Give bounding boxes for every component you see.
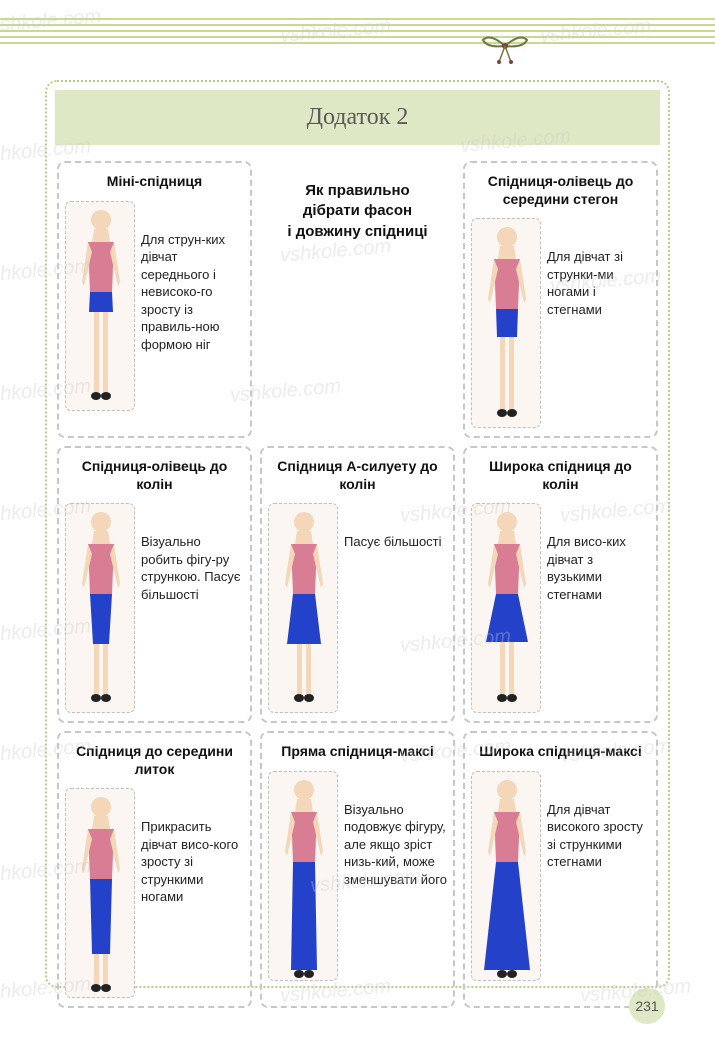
card-title: Широка спідниця-максі bbox=[471, 743, 650, 761]
figure-illustration bbox=[65, 503, 135, 713]
figure-illustration bbox=[268, 771, 338, 981]
figure-illustration bbox=[65, 788, 135, 998]
card-title: Широка спідниця до колін bbox=[471, 458, 650, 493]
card-title: Пряма спідниця-максі bbox=[268, 743, 447, 761]
skirt-card: Спідниця-олівець до колін Візуально роби… bbox=[57, 446, 252, 723]
card-body: Прикрасить дівчат висо-кого зросту зі ст… bbox=[65, 788, 244, 998]
card-body: Для дівчат зі струнки-ми ногами і стегна… bbox=[471, 218, 650, 428]
skirt-card: Широка спідниця-максі Для дівчат високог… bbox=[463, 731, 658, 1008]
card-description: Для дівчат високого зросту зі стрункими … bbox=[547, 771, 650, 871]
subtitle-text: Як правильнодібрати фасоні довжину спідн… bbox=[287, 181, 427, 242]
page-title: Додаток 2 bbox=[55, 90, 660, 145]
page-number: 231 bbox=[629, 988, 665, 1024]
card-body: Візуально подовжує фігуру, але якщо зріс… bbox=[268, 771, 447, 981]
page-frame: Додаток 2 Міні-спідниця Для струн-ких ді… bbox=[45, 80, 670, 988]
skirt-card: Спідниця А-силуету до колін Пасує більшо… bbox=[260, 446, 455, 723]
card-title: Спідниця-олівець до середини стегон bbox=[471, 173, 650, 208]
card-body: Пасує більшості bbox=[268, 503, 447, 713]
card-description: Візуально подовжує фігуру, але якщо зріс… bbox=[344, 771, 447, 889]
header-stripes bbox=[0, 18, 715, 48]
grid-subtitle: Як правильнодібрати фасоні довжину спідн… bbox=[260, 161, 455, 438]
card-description: Пасує більшості bbox=[344, 503, 447, 551]
figure-illustration bbox=[471, 503, 541, 713]
card-title: Спідниця-олівець до колін bbox=[65, 458, 244, 493]
card-title: Спідниця до середини литок bbox=[65, 743, 244, 778]
figure-illustration bbox=[268, 503, 338, 713]
skirt-card: Широка спідниця до колін Для висо-ких ді… bbox=[463, 446, 658, 723]
card-body: Для струн-ких дівчат середнього і невисо… bbox=[65, 201, 244, 411]
card-title: Спідниця А-силуету до колін bbox=[268, 458, 447, 493]
skirt-card: Пряма спідниця-максі Візуально подовжує … bbox=[260, 731, 455, 1008]
card-description: Для висо-ких дівчат з вузькими стегнами bbox=[547, 503, 650, 603]
skirt-card: Спідниця до середини литок Прикрасить ді… bbox=[57, 731, 252, 1008]
card-body: Для висо-ких дівчат з вузькими стегнами bbox=[471, 503, 650, 713]
figure-illustration bbox=[471, 218, 541, 428]
figure-illustration bbox=[65, 201, 135, 411]
card-body: Візуально робить фігу-ру стрункою. Пасує… bbox=[65, 503, 244, 713]
skirt-card: Міні-спідниця Для струн-ких дівчат серед… bbox=[57, 161, 252, 438]
card-body: Для дівчат високого зросту зі стрункими … bbox=[471, 771, 650, 981]
card-description: Візуально робить фігу-ру стрункою. Пасує… bbox=[141, 503, 244, 603]
skirt-grid: Міні-спідниця Для струн-ких дівчат серед… bbox=[47, 153, 668, 1016]
card-description: Для струн-ких дівчат середнього і невисо… bbox=[141, 201, 244, 354]
card-title: Міні-спідниця bbox=[65, 173, 244, 191]
figure-illustration bbox=[471, 771, 541, 981]
card-description: Для дівчат зі струнки-ми ногами і стегна… bbox=[547, 218, 650, 318]
bow-icon bbox=[475, 28, 535, 73]
card-description: Прикрасить дівчат висо-кого зросту зі ст… bbox=[141, 788, 244, 906]
skirt-card: Спідниця-олівець до середини стегон Для … bbox=[463, 161, 658, 438]
